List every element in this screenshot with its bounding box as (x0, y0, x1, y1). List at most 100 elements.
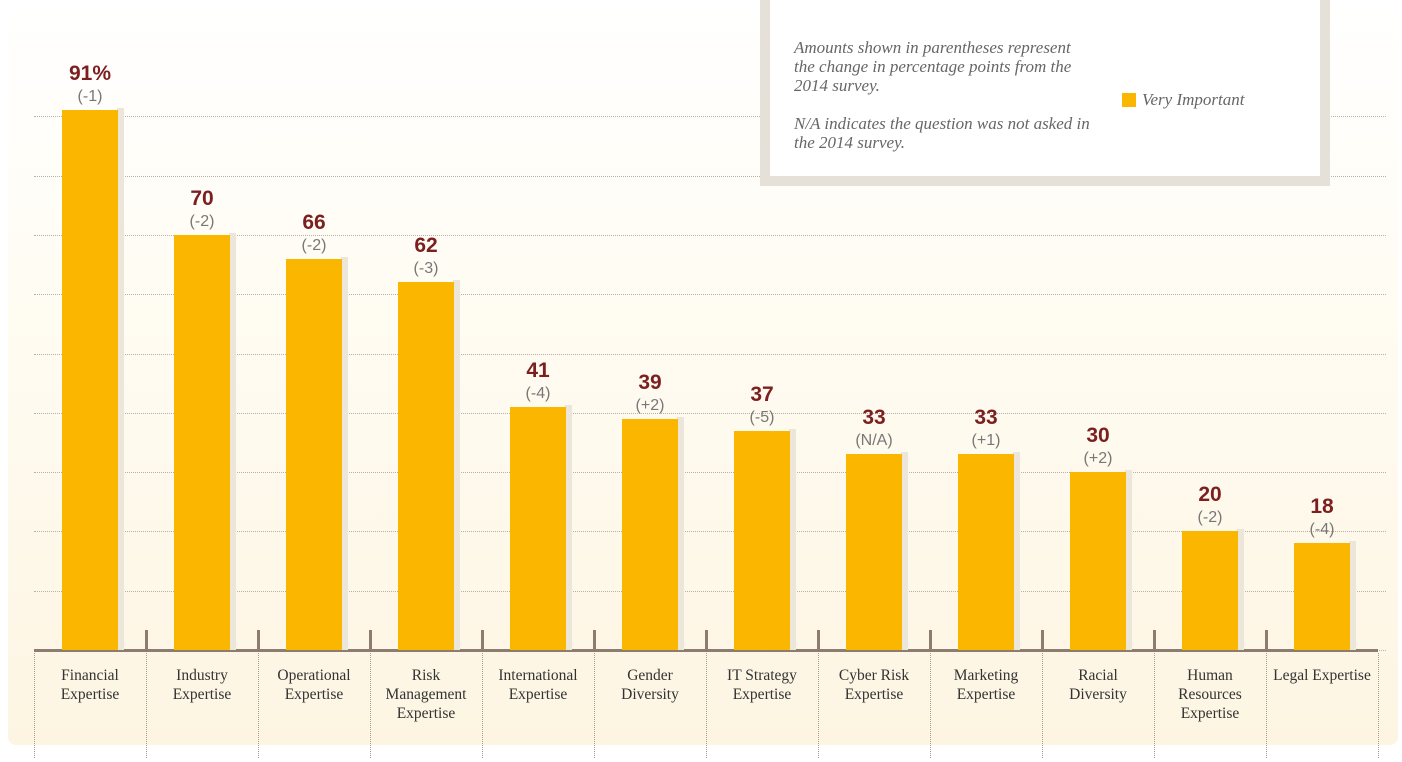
x-tick-label: Racial Diversity (1069, 667, 1127, 703)
separator-tick (705, 630, 708, 650)
legend-label: Very Important (1142, 90, 1245, 109)
change-label: (N/A) (855, 432, 893, 450)
grid-line (34, 353, 1386, 355)
change-label: (-5) (749, 408, 775, 426)
separator-tick (145, 630, 148, 650)
change-label: (-4) (1309, 521, 1335, 539)
bar (958, 454, 1014, 650)
bar-shadow (453, 280, 460, 650)
value-label: 66 (302, 210, 326, 234)
bar-shadow (1349, 541, 1356, 650)
grid-line (34, 590, 1386, 592)
grid-line (34, 175, 1386, 177)
bar (734, 430, 790, 650)
separator-dotted (1378, 653, 1379, 758)
separator-dotted (370, 653, 371, 758)
bar (846, 454, 902, 650)
note: N/A indicates the question was not asked… (794, 114, 1090, 152)
value-label: 33 (974, 406, 998, 430)
bar (622, 418, 678, 650)
change-label: (-2) (189, 212, 215, 230)
separator-dotted (146, 653, 147, 758)
separator-dotted (34, 653, 35, 758)
separator-dotted (1042, 653, 1043, 758)
grid-line (34, 412, 1386, 414)
separator-dotted (1266, 653, 1267, 758)
separator-tick (1153, 630, 1156, 650)
change-label: (-2) (301, 236, 327, 254)
separator-tick (1265, 630, 1268, 650)
bar-shadow (341, 256, 348, 650)
bar (510, 406, 566, 650)
legend: Amounts shown in parentheses represent t… (760, 0, 1330, 186)
value-label: 62 (414, 234, 438, 258)
x-tick-label: Human Resources Expertise (1178, 667, 1242, 722)
value-label: 37 (750, 382, 774, 406)
x-tick-label: Risk Management Expertise (385, 667, 467, 722)
value-label: 18 (1310, 495, 1334, 519)
separator-dotted (482, 653, 483, 758)
notes: Amounts shown in parentheses represent t… (794, 38, 1094, 171)
x-tick-label: Legal Expertise (1273, 667, 1371, 684)
grid-line (34, 472, 1386, 474)
separator-tick (369, 630, 372, 650)
bar-shadow (1125, 470, 1132, 650)
change-label: (-3) (413, 260, 439, 278)
bar (1182, 531, 1238, 650)
value-label: 30 (1086, 424, 1110, 448)
x-tick-label: Cyber Risk Expertise (838, 667, 910, 703)
separator-dotted (258, 653, 259, 758)
change-label: (-2) (1197, 509, 1223, 527)
value-label: 20 (1198, 483, 1222, 507)
separator-dotted (594, 653, 595, 758)
value-label: 39 (638, 370, 662, 394)
bar (286, 258, 342, 650)
bar (62, 110, 118, 650)
bar (398, 282, 454, 650)
grid-line (34, 234, 1386, 236)
grid-line (34, 116, 1386, 118)
separator-tick (593, 630, 596, 650)
separator-dotted (818, 653, 819, 758)
bar-shadow (677, 416, 684, 650)
separator-tick (929, 630, 932, 650)
change-label: (+2) (1083, 450, 1113, 468)
change-label: (-4) (525, 384, 551, 402)
x-tick-label: Gender Diversity (621, 667, 679, 703)
bar (1294, 543, 1350, 650)
bar-shadow (1237, 529, 1244, 650)
note: Amounts shown in parentheses represent t… (794, 38, 1072, 95)
separator-dotted (930, 653, 931, 758)
bar-shadow (229, 232, 236, 650)
bar-shadow (1013, 452, 1020, 650)
value-label: 41 (526, 358, 550, 382)
separator-tick (481, 630, 484, 650)
separator-tick (257, 630, 260, 650)
bar-shadow (789, 428, 796, 650)
separator-dotted (1154, 653, 1155, 758)
x-tick-label: International Expertise (498, 667, 578, 703)
bar-shadow (117, 108, 124, 650)
x-tick-label: Marketing Expertise (953, 667, 1019, 703)
value-label: 91% (68, 62, 112, 86)
grid-line (34, 531, 1386, 533)
legend-swatch (1122, 93, 1136, 107)
bar-shadow (565, 404, 572, 650)
bar (174, 234, 230, 650)
bar (1070, 472, 1126, 650)
change-label: (+2) (635, 396, 665, 414)
change-label: (+1) (971, 432, 1001, 450)
separator-tick (817, 630, 820, 650)
value-label: 33 (862, 406, 886, 430)
x-tick-label: IT Strategy Expertise (727, 667, 797, 703)
change-label: (-1) (77, 88, 103, 106)
grid-line (34, 294, 1386, 296)
x-tick-label: Operational Expertise (277, 667, 351, 703)
separator-tick (1041, 630, 1044, 650)
separator-dotted (706, 653, 707, 758)
baseline (34, 649, 1378, 652)
x-tick-label: Financial Expertise (60, 667, 120, 703)
value-label: 70 (190, 186, 214, 210)
